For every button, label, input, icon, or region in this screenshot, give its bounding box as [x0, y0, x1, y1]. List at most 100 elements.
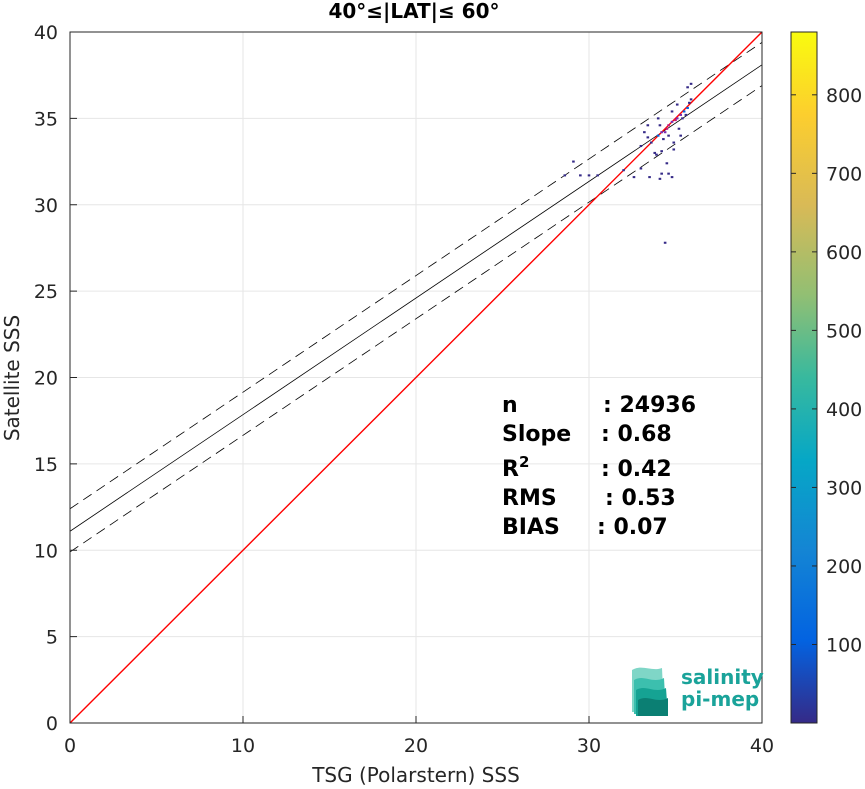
- density-cell: [632, 176, 636, 179]
- colorbar-tick-label: 600: [826, 242, 862, 264]
- density-cell: [665, 162, 669, 165]
- stat-label: BIAS: [502, 515, 560, 540]
- density-cell: [643, 131, 646, 134]
- density-cell: [658, 177, 662, 180]
- density-cell: [667, 134, 670, 137]
- y-tick-label: 0: [46, 713, 58, 735]
- logo-wave-icon: [632, 667, 668, 716]
- fit-lines: [70, 32, 762, 723]
- x-tick-label: 10: [231, 735, 255, 757]
- density-cell: [670, 120, 674, 123]
- density-cell: [679, 113, 682, 116]
- density-cell: [675, 103, 679, 106]
- x-tick-label: 20: [404, 735, 428, 757]
- colorbar-scale: [790, 31, 818, 724]
- density-cell: [660, 172, 663, 175]
- y-tick-label: 40: [34, 22, 58, 44]
- colorbar-tick-label: 200: [826, 556, 862, 578]
- colorbar-tick-label: 300: [826, 477, 862, 499]
- density-cell: [596, 174, 599, 177]
- density-cell: [646, 124, 650, 127]
- density-cell: [686, 106, 689, 110]
- y-tick-label: 10: [34, 540, 58, 562]
- density-cell: [656, 117, 660, 120]
- density-cell: [639, 167, 643, 170]
- density-cell: [689, 98, 693, 101]
- density-cell: [662, 138, 665, 141]
- y-tick-label: 25: [34, 281, 58, 303]
- stat-label: n: [502, 393, 518, 418]
- density-cell: [639, 144, 643, 148]
- y-tick-label: 30: [34, 195, 58, 217]
- density-cell: [658, 124, 662, 127]
- colorbar-ticks: 100 200 300 400 500 600 700 800: [791, 85, 862, 656]
- density-cell: [563, 174, 567, 177]
- density-cell: [667, 124, 670, 127]
- density-cell: [665, 127, 669, 130]
- density-cell: [667, 172, 670, 175]
- density-cell: [660, 150, 663, 153]
- logo-text-salinity: salinity: [681, 665, 764, 689]
- stat-value: : 0.53: [605, 486, 676, 511]
- regression-lower-line: [70, 85, 762, 553]
- density-cell: [648, 176, 651, 179]
- x-tick-label: 0: [64, 735, 76, 757]
- y-tick-label: 5: [46, 627, 58, 649]
- density-cell: [674, 119, 677, 122]
- colorbar-tick-label: 100: [826, 634, 862, 656]
- density-cell: [686, 86, 689, 89]
- stat-label: Slope: [502, 422, 571, 447]
- density-cell: [572, 160, 575, 163]
- y-tick-label: 15: [34, 454, 58, 476]
- density-cell: [655, 153, 658, 156]
- density-cell: [670, 110, 674, 113]
- y-tick-label: 35: [34, 108, 58, 130]
- identity-line: [70, 32, 762, 723]
- colorbar-tick-label: 700: [826, 163, 862, 185]
- density-cell: [579, 174, 582, 177]
- density-cell: [646, 136, 650, 139]
- density-cells: [563, 82, 693, 244]
- density-cell: [672, 141, 676, 144]
- density-cell: [684, 113, 688, 116]
- density-cell: [660, 131, 663, 134]
- x-ticks: 0 10 20 30 40: [64, 716, 774, 757]
- stat-value: : 0.07: [597, 515, 668, 540]
- density-cell: [682, 110, 686, 113]
- density-cell: [587, 174, 591, 177]
- density-cell: [681, 117, 684, 120]
- salinity-pi-mep-logo: salinity pi-mep: [632, 665, 764, 716]
- regression-upper-line: [70, 42, 762, 510]
- stat-value: : 0.68: [601, 422, 672, 447]
- stat-value: : 0.42: [601, 457, 672, 482]
- density-cell: [672, 148, 676, 151]
- chart-title: 40°≤|LAT|≤ 60°: [328, 0, 499, 23]
- density-cell: [670, 176, 674, 179]
- y-tick-label: 20: [34, 368, 58, 390]
- colorbar-tick-label: 400: [826, 399, 862, 421]
- regression-line: [70, 64, 762, 532]
- density-cell: [656, 134, 660, 137]
- y-axis-label: Satellite SSS: [0, 315, 24, 441]
- x-axis-label: TSG (Polarstern) SSS: [311, 763, 520, 787]
- density-cell: [649, 141, 653, 144]
- stat-superscript: 2: [519, 453, 529, 471]
- x-tick-label: 40: [750, 735, 774, 757]
- y-ticks: 0 5 10 15 20 25 30 35 40: [34, 22, 77, 735]
- density-cell: [663, 131, 667, 134]
- stat-label: RMS: [502, 486, 557, 511]
- density-cell: [653, 151, 657, 154]
- stat-value: : 24936: [603, 393, 696, 418]
- density-cell: [622, 169, 625, 172]
- density-cell: [689, 82, 693, 85]
- colorbar-tick-label: 500: [826, 320, 862, 342]
- colorbar-tick-label: 800: [826, 85, 862, 107]
- density-cell: [663, 241, 667, 244]
- logo-text-pi-mep: pi-mep: [681, 687, 759, 711]
- x-tick-label: 30: [577, 735, 601, 757]
- density-cell: [677, 127, 681, 130]
- colorbar: 100 200 300 400 500 600 700 800: [790, 31, 862, 724]
- density-cell: [679, 134, 682, 137]
